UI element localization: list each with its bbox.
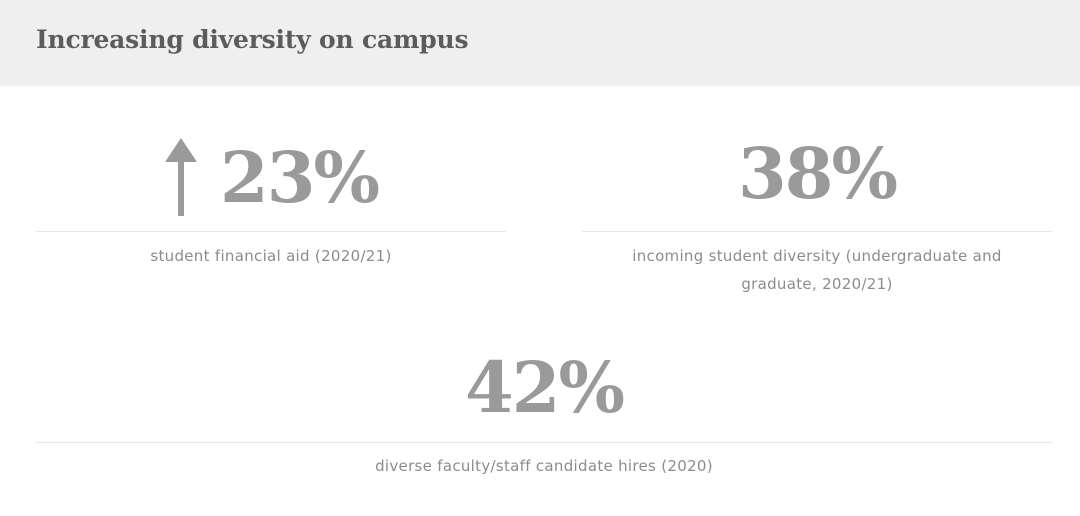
stat-caption: student financial aid (2020/21): [150, 247, 392, 265]
stat-value-row: 38%: [582, 138, 1052, 210]
stat-caption: incoming student diversity (undergraduat…: [632, 247, 1002, 293]
stat-value: 42%: [465, 346, 625, 429]
stat-candidate-hires: 42% diverse faculty/staff candidate hire…: [36, 346, 1052, 486]
arrow-up-icon: [165, 138, 198, 216]
stat-student-diversity: 38% incoming student diversity (undergra…: [582, 134, 1052, 304]
stat-value-row: 23%: [36, 136, 506, 219]
stat-value: 23%: [220, 136, 380, 219]
divider: [36, 231, 506, 232]
stat-caption: diverse faculty/staff candidate hires (2…: [375, 457, 713, 475]
divider: [36, 442, 1052, 443]
stat-value: 38%: [738, 132, 898, 215]
page-header: Increasing diversity on campus: [0, 0, 1080, 86]
divider: [582, 231, 1052, 232]
stat-value-row: 42%: [36, 352, 1052, 424]
stat-financial-aid: 23% student financial aid (2020/21): [36, 134, 506, 274]
page-title: Increasing diversity on campus: [36, 25, 469, 54]
